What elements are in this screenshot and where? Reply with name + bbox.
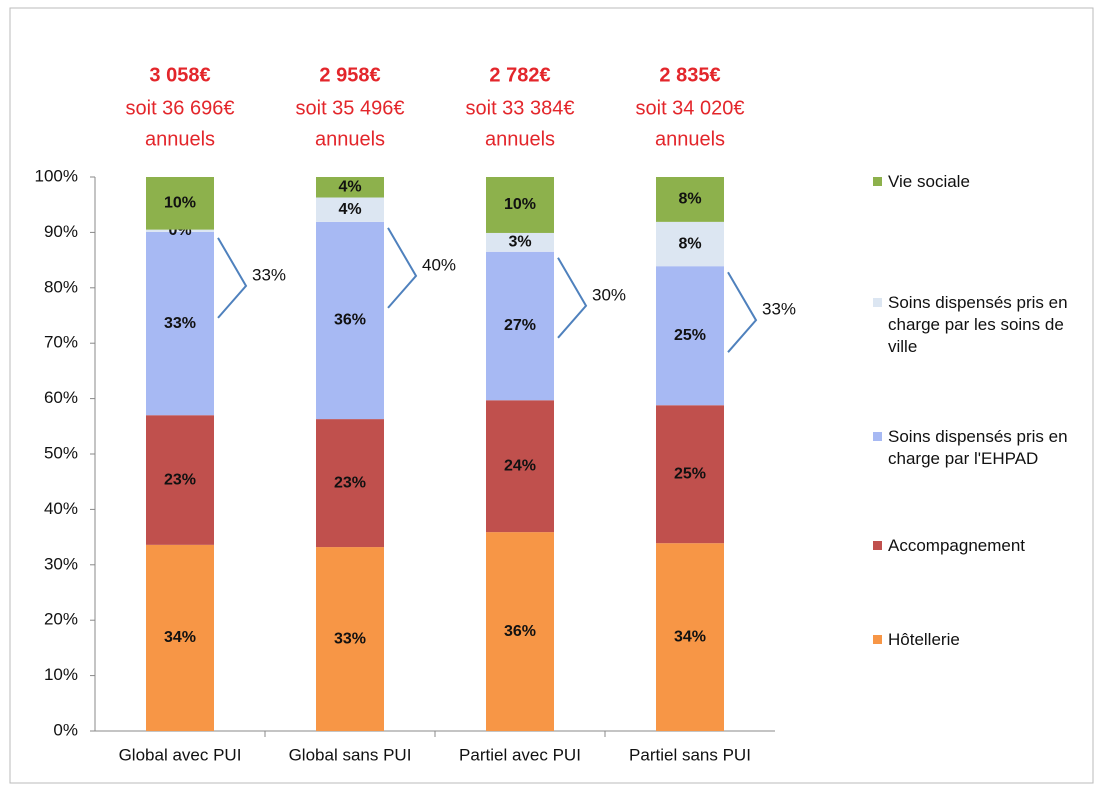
bar-segment: [656, 405, 724, 544]
legend-label: Soins dispensés pris en charge par les s…: [888, 293, 1068, 356]
bar-segment: [656, 266, 724, 406]
brace: [217, 237, 248, 319]
y-tick-label: 10%: [44, 665, 78, 684]
value-label: 8%: [678, 235, 701, 252]
total-label: 2 835€: [659, 64, 720, 86]
bar-segment: [146, 231, 214, 416]
bar-segment: [316, 547, 384, 731]
brace-label: 30%: [592, 285, 626, 304]
legend-entry: Hôtellerie: [873, 629, 1088, 651]
annual-suffix: annuels: [485, 128, 555, 150]
x-tick-label: Partiel sans PUI: [629, 745, 751, 764]
brace: [387, 227, 418, 309]
legend-entry: Soins dispensés pris en charge par les s…: [873, 292, 1088, 358]
total-label: 3 058€: [149, 64, 210, 86]
bar-segment: [316, 177, 384, 198]
annual-label: soit 35 496€: [296, 97, 405, 119]
annual-suffix: annuels: [145, 128, 215, 150]
y-tick-label: 100%: [35, 166, 78, 185]
y-tick-label: 70%: [44, 333, 78, 352]
brace-label: 40%: [422, 255, 456, 274]
brace: [727, 271, 758, 353]
legend-label: Vie sociale: [888, 172, 970, 191]
value-label: 25%: [674, 327, 706, 344]
y-tick-label: 30%: [44, 554, 78, 573]
value-label: 24%: [504, 457, 536, 474]
value-label: 23%: [164, 471, 196, 488]
value-label: 23%: [334, 474, 366, 491]
brace-label: 33%: [252, 265, 286, 284]
legend-swatch: [873, 298, 882, 307]
bar-segment: [316, 221, 384, 420]
value-label: 36%: [334, 312, 366, 329]
y-tick-label: 40%: [44, 499, 78, 518]
legend-label: Accompagnement: [888, 536, 1026, 555]
x-tick-label: Global sans PUI: [289, 745, 412, 764]
legend-entry: Accompagnement: [873, 535, 1088, 557]
brace: [557, 257, 588, 339]
y-tick-label: 0%: [53, 720, 78, 739]
value-label: 34%: [164, 629, 196, 646]
value-label: 34%: [674, 628, 706, 645]
bar-segment: [146, 544, 214, 731]
y-tick-label: 60%: [44, 388, 78, 407]
value-label: 33%: [334, 630, 366, 647]
legend-swatch: [873, 432, 882, 441]
bar-segment: [316, 419, 384, 548]
value-label: 36%: [504, 623, 536, 640]
y-tick-label: 80%: [44, 277, 78, 296]
legend-swatch: [873, 635, 882, 644]
bar-segment: [146, 415, 214, 545]
annual-label: soit 34 020€: [636, 97, 745, 119]
legend-label: Hôtellerie: [888, 630, 960, 649]
value-label: 33%: [164, 315, 196, 332]
value-label: 3%: [508, 234, 531, 251]
legend-swatch: [873, 541, 882, 550]
total-label: 2 782€: [489, 64, 550, 86]
legend-swatch: [873, 177, 882, 186]
frame: [9, 7, 1094, 784]
bar-segment: [656, 543, 724, 731]
legend-entry: Soins dispensés pris en charge par l'EHP…: [873, 426, 1088, 470]
total-label: 2 958€: [319, 64, 380, 86]
bar-segment: [316, 197, 384, 222]
legend-entry: Vie sociale: [873, 171, 1088, 193]
value-label: 27%: [504, 317, 536, 334]
bar-segment: [656, 177, 724, 222]
bar-segment: [486, 251, 554, 401]
value-label: 8%: [678, 191, 701, 208]
value-label: 10%: [164, 195, 196, 212]
annual-label: soit 36 696€: [126, 97, 235, 119]
bar-segment: [486, 232, 554, 252]
value-label: 25%: [674, 465, 706, 482]
x-tick-label: Global avec PUI: [119, 745, 242, 764]
bar-segment: [146, 177, 214, 230]
x-tick-label: Partiel avec PUI: [459, 745, 581, 764]
bar-segment: [656, 221, 724, 267]
brace-label: 33%: [762, 300, 796, 319]
value-label: 4%: [338, 178, 361, 195]
bar-segment: [486, 400, 554, 533]
value-label: 4%: [338, 201, 361, 218]
y-tick-label: 20%: [44, 610, 78, 629]
y-tick-label: 90%: [44, 222, 78, 241]
y-tick-label: 50%: [44, 443, 78, 462]
annual-suffix: annuels: [655, 128, 725, 150]
bar-segment: [486, 532, 554, 731]
legend-label: Soins dispensés pris en charge par l'EHP…: [888, 427, 1068, 468]
value-label: 10%: [504, 196, 536, 213]
annual-suffix: annuels: [315, 128, 385, 150]
bar-segment: [146, 229, 214, 232]
bar-segment: [486, 177, 554, 233]
annual-label: soit 33 384€: [466, 97, 575, 119]
